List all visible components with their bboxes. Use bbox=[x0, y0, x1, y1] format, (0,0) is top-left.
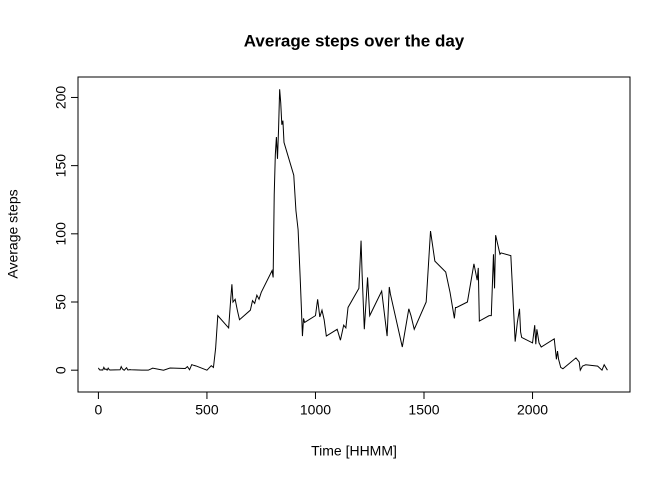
chart-title: Average steps over the day bbox=[244, 31, 465, 50]
y-tick-label: 200 bbox=[53, 86, 69, 110]
x-tick-label: 1500 bbox=[408, 402, 439, 418]
y-tick-label: 50 bbox=[53, 294, 69, 310]
x-tick-label: 500 bbox=[195, 402, 219, 418]
x-axis-label: Time [HHMM] bbox=[311, 443, 397, 459]
y-tick-label: 100 bbox=[53, 222, 69, 246]
plot-box bbox=[77, 76, 631, 393]
x-tick-label: 0 bbox=[95, 402, 103, 418]
y-axis-label: Average steps bbox=[5, 189, 21, 278]
x-tick-label: 1000 bbox=[300, 402, 331, 418]
x-tick-label: 2000 bbox=[517, 402, 548, 418]
y-tick-label: 150 bbox=[53, 154, 69, 178]
y-tick-label: 0 bbox=[53, 366, 69, 374]
data-line bbox=[97, 89, 608, 372]
